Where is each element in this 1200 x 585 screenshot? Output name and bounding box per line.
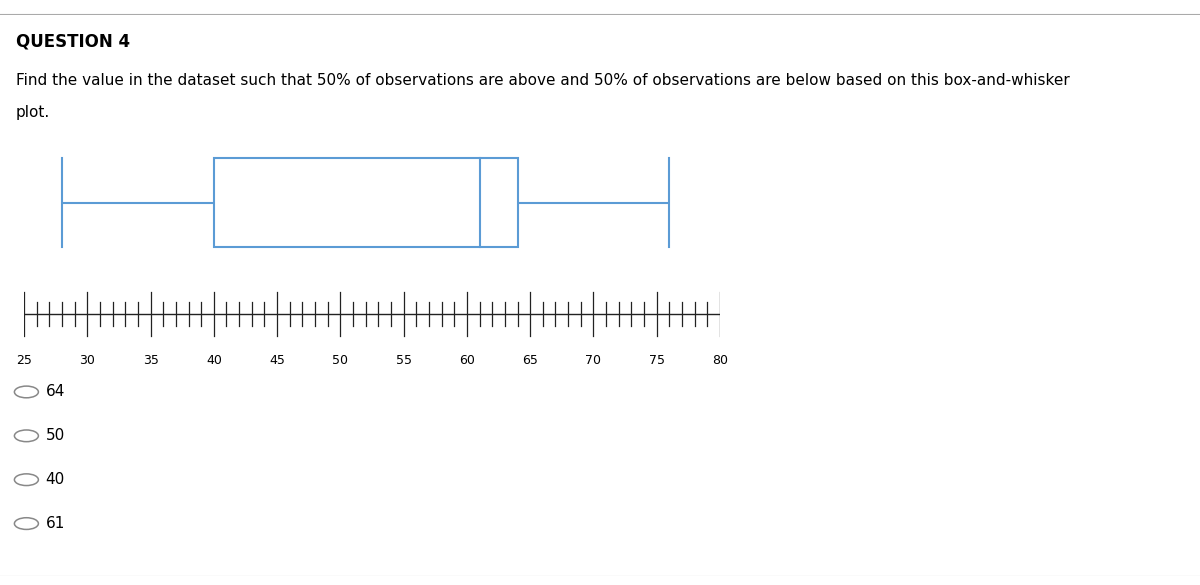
Text: 50: 50 [332,354,348,367]
Text: 70: 70 [586,354,601,367]
Text: 30: 30 [79,354,95,367]
Text: 40: 40 [46,472,65,487]
Text: 55: 55 [396,354,412,367]
Text: 35: 35 [143,354,158,367]
Text: QUESTION 4: QUESTION 4 [16,32,130,50]
Text: plot.: plot. [16,105,50,121]
Text: 45: 45 [269,354,286,367]
Text: 75: 75 [649,354,665,367]
Text: 40: 40 [206,354,222,367]
Text: 50: 50 [46,428,65,443]
Text: 25: 25 [16,354,32,367]
Text: 65: 65 [522,354,538,367]
Bar [214,158,517,247]
Text: Find the value in the dataset such that 50% of observations are above and 50% of: Find the value in the dataset such that … [16,73,1069,88]
Text: 80: 80 [712,354,728,367]
Text: 61: 61 [46,516,65,531]
Text: 60: 60 [458,354,475,367]
Text: 64: 64 [46,384,65,400]
